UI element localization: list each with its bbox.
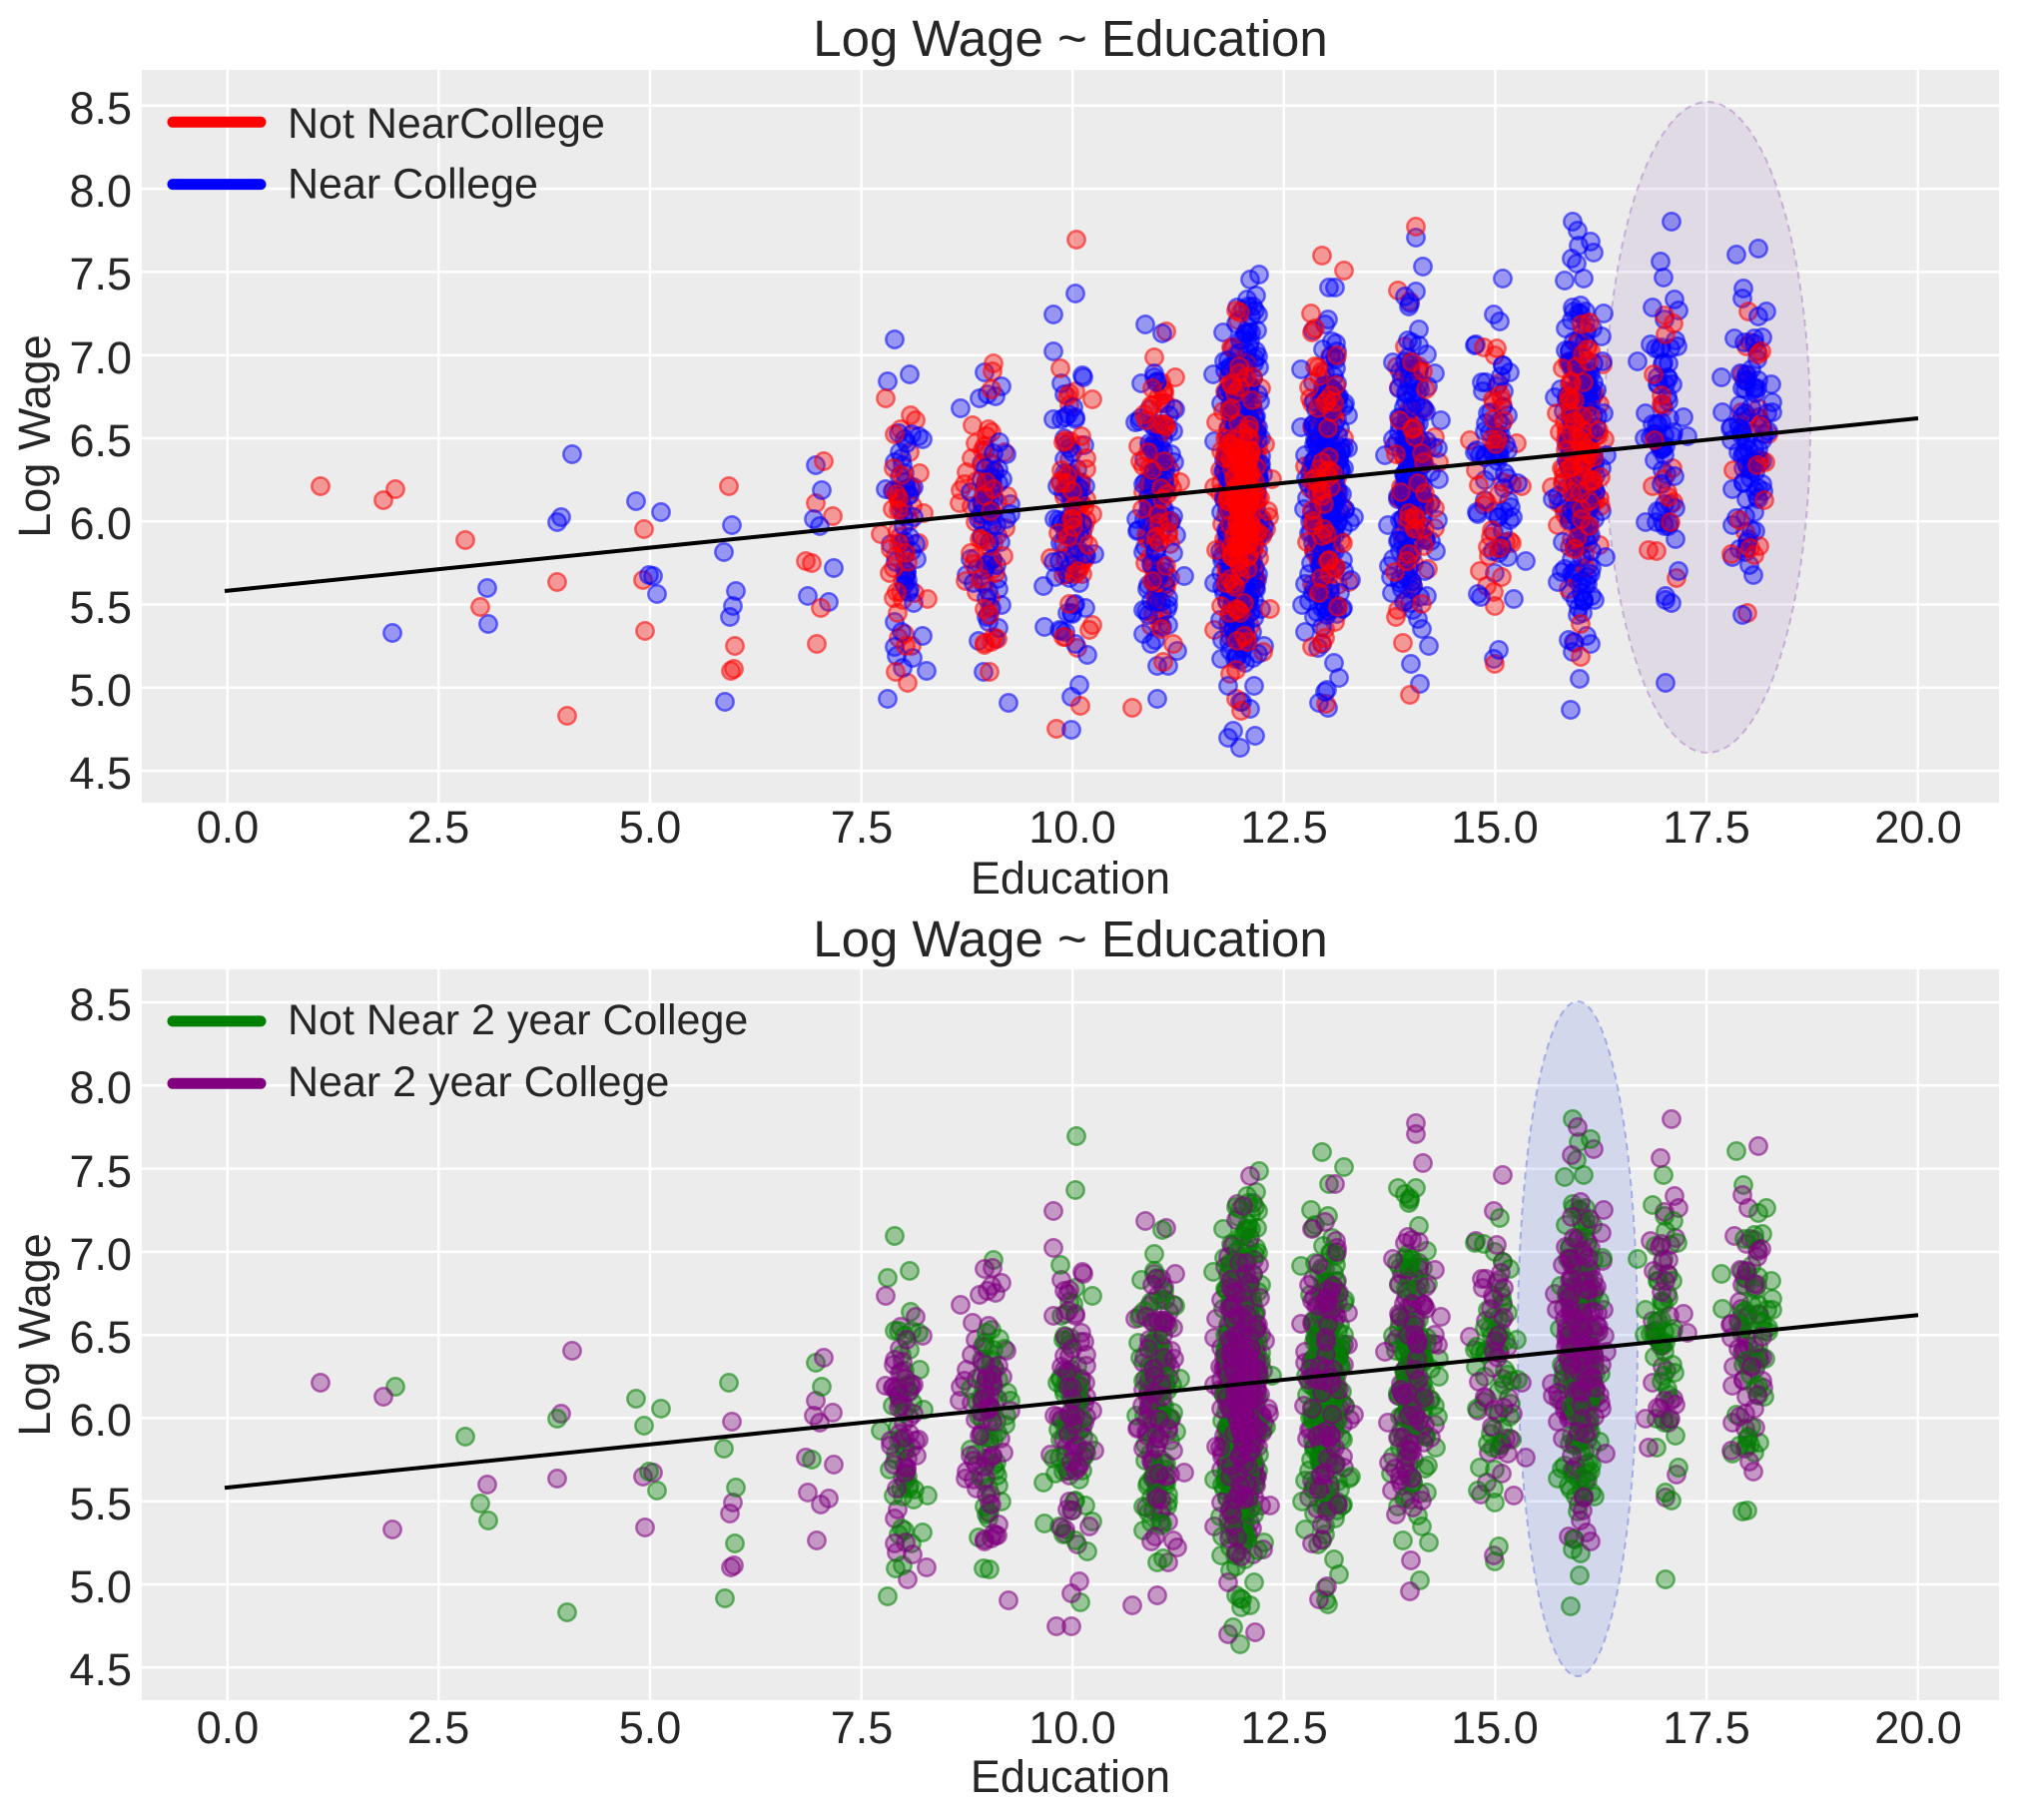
- svg-text:17.5: 17.5: [1663, 802, 1750, 853]
- svg-text:7.0: 7.0: [69, 332, 132, 383]
- svg-text:7.5: 7.5: [831, 1702, 894, 1753]
- svg-text:7.5: 7.5: [69, 249, 132, 300]
- svg-text:5.5: 5.5: [69, 582, 132, 633]
- svg-text:Education: Education: [971, 1751, 1170, 1802]
- svg-text:12.5: 12.5: [1240, 802, 1328, 853]
- svg-text:4.5: 4.5: [69, 1644, 132, 1695]
- svg-text:Education: Education: [971, 853, 1170, 904]
- svg-text:4.5: 4.5: [69, 748, 132, 799]
- svg-text:Not NearCollege: Not NearCollege: [288, 100, 605, 148]
- svg-text:12.5: 12.5: [1240, 1702, 1328, 1753]
- svg-text:5.0: 5.0: [619, 802, 682, 853]
- svg-text:Near College: Near College: [288, 161, 538, 209]
- svg-text:Log Wage ~ Education: Log Wage ~ Education: [813, 10, 1328, 67]
- svg-text:0.0: 0.0: [197, 802, 260, 853]
- svg-text:2.5: 2.5: [407, 1702, 470, 1753]
- svg-text:10.0: 10.0: [1028, 802, 1116, 853]
- svg-text:5.5: 5.5: [69, 1479, 132, 1529]
- svg-text:15.0: 15.0: [1451, 1702, 1539, 1753]
- svg-text:20.0: 20.0: [1874, 802, 1962, 853]
- svg-text:8.5: 8.5: [69, 83, 132, 134]
- svg-text:Not Near 2 year College: Not Near 2 year College: [288, 996, 748, 1044]
- svg-text:8.0: 8.0: [69, 166, 132, 217]
- svg-text:2.5: 2.5: [407, 802, 470, 853]
- svg-text:8.5: 8.5: [69, 979, 132, 1030]
- svg-text:17.5: 17.5: [1663, 1702, 1750, 1753]
- svg-text:7.5: 7.5: [831, 802, 894, 853]
- svg-text:7.0: 7.0: [69, 1229, 132, 1280]
- svg-text:8.0: 8.0: [69, 1062, 132, 1113]
- svg-text:6.5: 6.5: [69, 415, 132, 466]
- svg-text:5.0: 5.0: [69, 665, 132, 716]
- svg-text:5.0: 5.0: [69, 1561, 132, 1612]
- svg-text:Near 2 year College: Near 2 year College: [288, 1058, 669, 1106]
- svg-text:7.5: 7.5: [69, 1146, 132, 1197]
- svg-text:6.5: 6.5: [69, 1312, 132, 1363]
- svg-text:5.0: 5.0: [619, 1702, 682, 1753]
- svg-text:10.0: 10.0: [1028, 1702, 1116, 1753]
- svg-text:0.0: 0.0: [197, 1702, 260, 1753]
- svg-text:6.0: 6.0: [69, 498, 132, 549]
- svg-text:15.0: 15.0: [1451, 802, 1539, 853]
- svg-text:20.0: 20.0: [1874, 1702, 1962, 1753]
- svg-text:6.0: 6.0: [69, 1395, 132, 1446]
- svg-text:Log Wage ~ Education: Log Wage ~ Education: [813, 910, 1328, 967]
- svg-text:Log Wage: Log Wage: [9, 334, 60, 537]
- svg-text:Log Wage: Log Wage: [9, 1233, 60, 1436]
